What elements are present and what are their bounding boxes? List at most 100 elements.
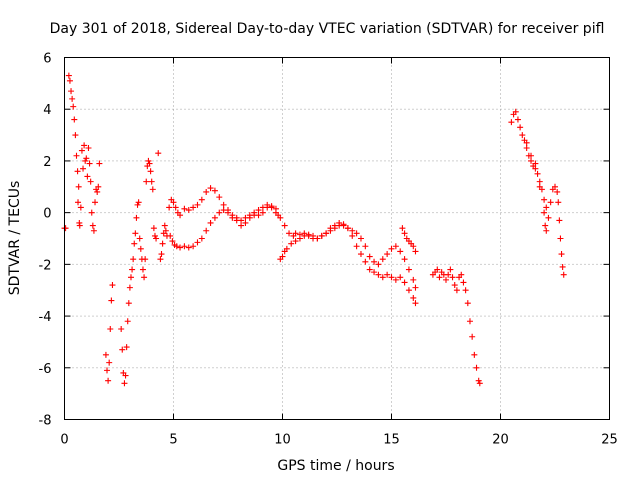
data-point xyxy=(397,274,404,281)
data-point xyxy=(106,359,113,366)
data-point xyxy=(412,248,419,255)
data-point xyxy=(130,256,137,263)
data-point xyxy=(127,274,134,281)
data-point xyxy=(145,157,152,164)
data-point xyxy=(76,222,83,229)
data-point xyxy=(536,183,543,190)
data-point xyxy=(108,297,115,304)
data-point xyxy=(84,173,91,180)
data-point xyxy=(90,227,97,234)
data-point xyxy=(216,209,223,216)
data-point xyxy=(283,245,290,252)
data-point xyxy=(296,231,303,238)
data-point xyxy=(475,377,482,384)
data-point xyxy=(357,251,364,258)
data-point xyxy=(190,243,197,250)
data-point xyxy=(545,214,552,221)
data-point xyxy=(412,300,419,307)
data-point xyxy=(259,209,266,216)
y-tick-label: 4 xyxy=(43,103,51,118)
data-point xyxy=(134,201,141,208)
x-axis-label: GPS time / hours xyxy=(277,458,394,474)
data-point xyxy=(153,235,160,242)
data-point xyxy=(242,214,249,221)
data-point xyxy=(135,199,142,206)
data-point xyxy=(96,160,103,167)
data-point xyxy=(272,205,279,212)
data-point xyxy=(74,168,81,175)
data-point xyxy=(305,232,312,239)
data-point xyxy=(379,274,386,281)
data-point xyxy=(554,188,561,195)
data-point xyxy=(532,165,539,172)
data-point xyxy=(401,256,408,263)
data-point xyxy=(462,287,469,294)
data-point xyxy=(133,214,140,221)
data-point xyxy=(151,232,158,239)
data-point xyxy=(81,142,88,149)
data-point xyxy=(77,204,84,211)
grid xyxy=(64,57,610,420)
data-point xyxy=(519,132,526,139)
data-point xyxy=(434,266,441,273)
data-point xyxy=(558,251,565,258)
data-point xyxy=(131,240,138,247)
data-point xyxy=(340,221,347,228)
data-point xyxy=(147,168,154,175)
data-point xyxy=(88,209,95,216)
data-point xyxy=(190,204,197,211)
data-point xyxy=(65,72,72,79)
data-point xyxy=(118,326,125,332)
data-point xyxy=(556,217,563,224)
y-axis-label: SDTVAR / TECUs xyxy=(7,181,23,296)
data-point xyxy=(220,201,227,208)
data-point xyxy=(95,183,102,190)
data-point xyxy=(246,212,253,219)
data-point xyxy=(401,279,408,286)
data-point xyxy=(314,235,321,242)
data-point xyxy=(129,266,136,273)
data-point xyxy=(318,232,325,239)
y-tick-label: 2 xyxy=(43,155,51,170)
data-point xyxy=(157,256,164,263)
data-point xyxy=(211,214,218,221)
data-point xyxy=(177,212,184,219)
data-point xyxy=(443,276,449,283)
plot-frame xyxy=(64,57,610,420)
data-point xyxy=(453,287,460,294)
data-series-sdtvar xyxy=(61,72,567,387)
data-point xyxy=(203,227,210,234)
data-point xyxy=(552,183,558,190)
data-point xyxy=(207,185,214,192)
data-point xyxy=(150,225,157,232)
data-point xyxy=(123,344,130,351)
data-point xyxy=(536,178,543,185)
data-point xyxy=(371,269,378,276)
data-point xyxy=(357,235,364,242)
data-point xyxy=(109,282,116,289)
data-point xyxy=(89,222,96,229)
data-point xyxy=(92,199,99,206)
data-point xyxy=(264,204,271,211)
data-point xyxy=(207,219,214,226)
data-point xyxy=(469,333,476,340)
data-point xyxy=(464,300,471,307)
data-point xyxy=(412,284,419,291)
data-point xyxy=(158,251,165,258)
x-tick-label: 0 xyxy=(60,433,68,448)
data-point xyxy=(242,219,249,226)
data-point xyxy=(181,243,188,250)
data-point xyxy=(198,196,205,203)
x-tick-label: 10 xyxy=(274,433,291,448)
data-point xyxy=(445,271,452,278)
data-point xyxy=(119,346,126,353)
data-point xyxy=(288,240,295,247)
data-point xyxy=(233,214,240,221)
data-point xyxy=(447,266,454,273)
data-point xyxy=(137,245,144,252)
data-point xyxy=(203,188,210,195)
y-tick-label: -8 xyxy=(39,414,52,429)
data-point xyxy=(410,276,417,283)
data-point xyxy=(362,243,369,250)
data-point xyxy=(542,222,549,229)
